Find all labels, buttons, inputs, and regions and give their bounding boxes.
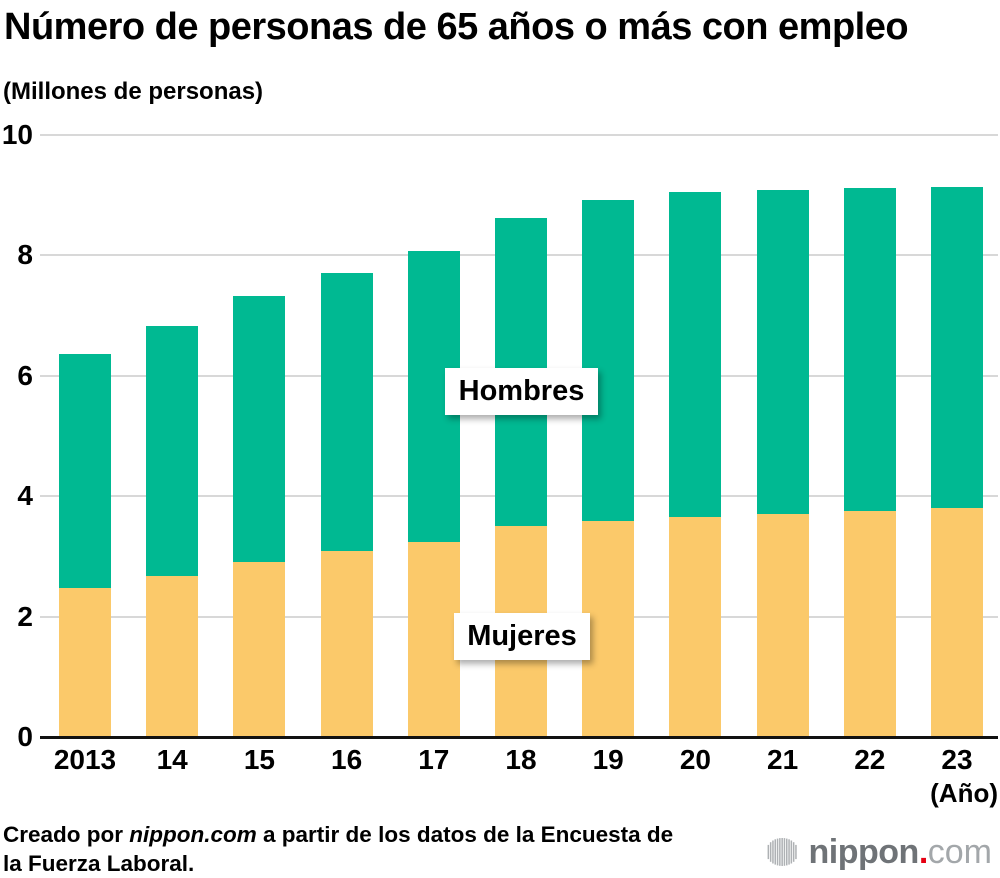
- x-axis-unit-label: (Año): [930, 778, 998, 808]
- logo-text-com: com: [927, 833, 992, 871]
- x-tick-label-19: 19: [592, 744, 624, 775]
- bar-hombres-22: [843, 187, 896, 512]
- series-label-mujeres: Mujeres: [454, 613, 590, 660]
- series-label-hombres: Hombres: [445, 368, 598, 415]
- bar-hombres-21: [756, 189, 809, 514]
- nippon-logo-icon: [767, 838, 797, 866]
- bar-hombres-2013: [59, 353, 111, 589]
- source-note: Creado por nippon.com a partir de los da…: [3, 820, 763, 878]
- gridline-y-10: [40, 134, 998, 136]
- source-suffix: a partir de los datos de la Encuesta de: [256, 822, 674, 847]
- x-tick-label-16: 16: [331, 744, 363, 775]
- bar-mujeres-23: [931, 507, 983, 737]
- y-tick-label-4: 4: [17, 480, 33, 512]
- chart-title: Número de personas de 65 años o más con …: [4, 6, 909, 48]
- bar-mujeres-14: [146, 576, 199, 737]
- bar-mujeres-15: [233, 562, 286, 737]
- x-tick-label-22: 22: [854, 744, 886, 775]
- y-tick-label-6: 6: [17, 359, 33, 391]
- y-tick-label-8: 8: [17, 239, 33, 271]
- logo-text-nippon: nippon: [808, 833, 920, 871]
- bar-mujeres-16: [320, 550, 373, 737]
- x-tick-label-20: 20: [679, 744, 711, 775]
- x-tick-label-2013: 2013: [53, 744, 117, 775]
- x-tick-label-21: 21: [767, 744, 799, 775]
- x-axis-line: [40, 735, 998, 739]
- x-tick-label-17: 17: [418, 744, 450, 775]
- bar-mujeres-20: [669, 516, 722, 737]
- y-axis-unit-label: (Millones de personas): [3, 78, 264, 105]
- bar-hombres-19: [582, 200, 635, 521]
- y-tick-label-0: 0: [17, 721, 33, 752]
- source-prefix: Creado por: [3, 822, 130, 847]
- bar-mujeres-2013: [59, 588, 111, 737]
- bar-hombres-14: [146, 326, 199, 577]
- bar-hombres-15: [233, 296, 286, 563]
- source-brand: nippon.com: [129, 822, 257, 847]
- bar-mujeres-19: [582, 520, 635, 737]
- bar-mujeres-22: [843, 511, 896, 737]
- nippon-logo-text: nippon.com: [809, 835, 992, 869]
- source-note-line2: la Fuerza Laboral.: [3, 851, 195, 876]
- bar-hombres-16: [320, 273, 373, 551]
- x-tick-label-23: 23: [941, 744, 973, 775]
- nippon-logo: nippon.com: [767, 835, 992, 869]
- bar-mujeres-21: [756, 513, 809, 737]
- y-tick-label-2: 2: [17, 600, 33, 632]
- x-tick-label-14: 14: [156, 744, 188, 775]
- x-tick-label-18: 18: [505, 744, 537, 775]
- logo-text-dot: .: [918, 833, 928, 871]
- source-note-line1: Creado por nippon.com a partir de los da…: [3, 820, 763, 849]
- bar-mujeres-17: [407, 541, 460, 737]
- y-tick-label-10: 10: [1, 119, 33, 150]
- bar-hombres-20: [669, 191, 722, 517]
- bar-hombres-23: [931, 186, 983, 508]
- x-tick-label-15: 15: [243, 744, 275, 775]
